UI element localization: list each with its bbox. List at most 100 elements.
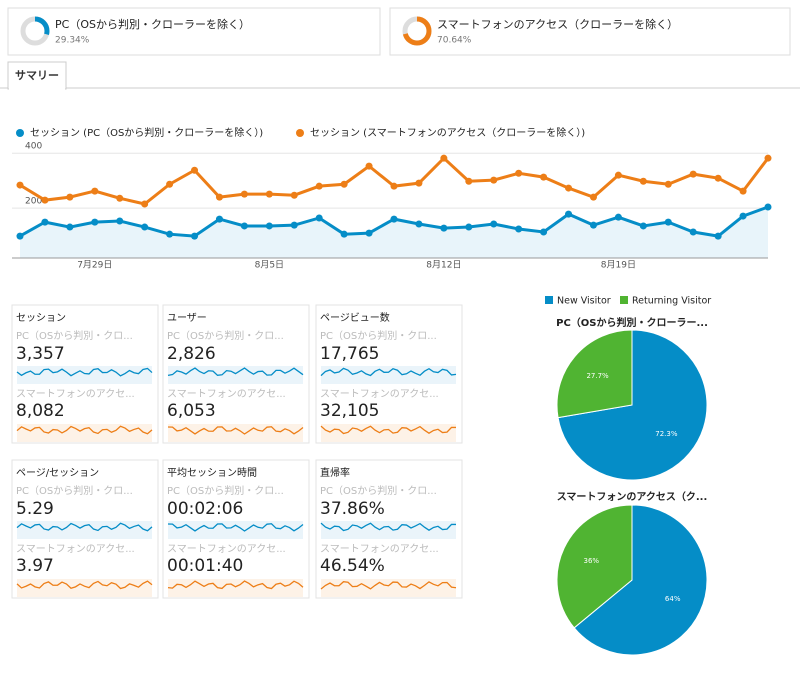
sparkline-bg <box>17 424 152 442</box>
metric-title: 平均セッション時間 <box>167 467 257 479</box>
legend-swatch <box>545 296 553 304</box>
sparkline-bg <box>168 579 303 597</box>
point <box>764 154 772 162</box>
metric-sp-label: スマートフォンのアクセ... <box>16 543 135 555</box>
point <box>215 193 223 201</box>
point <box>490 220 498 228</box>
x-tick-label: 7月29日 <box>77 260 112 271</box>
point <box>315 214 323 222</box>
point <box>41 218 49 226</box>
point <box>689 228 697 236</box>
metric-pc-value: 5.29 <box>16 499 54 519</box>
metric-sp-value: 6,053 <box>167 401 216 421</box>
metric-sp-label: スマートフォンのアクセ... <box>167 388 286 400</box>
point <box>91 187 99 195</box>
sparkline-bg <box>321 521 456 539</box>
metric-sp-value: 46.54% <box>320 556 385 576</box>
point <box>340 180 348 188</box>
legend-swatch <box>620 296 628 304</box>
x-tick-label: 8月19日 <box>601 260 636 271</box>
point <box>365 229 373 237</box>
legend-label: セッション (PC（OSから判別・クローラーを除く）) <box>30 126 263 139</box>
metric-sp-label: スマートフォンのアクセ... <box>320 388 439 400</box>
segment-card[interactable] <box>7 7 381 56</box>
point <box>589 221 597 229</box>
tab-label[interactable]: サマリー <box>15 69 59 82</box>
sparkline-bg <box>168 424 303 442</box>
point <box>91 218 99 226</box>
area <box>20 207 768 258</box>
metric-card <box>11 304 159 444</box>
y-tick-label: 200 <box>25 197 42 207</box>
metric-pc-label: PC（OSから判別・クロ... <box>167 330 284 342</box>
point <box>390 182 398 190</box>
point <box>465 223 473 231</box>
point <box>415 220 423 228</box>
point <box>689 170 697 178</box>
point <box>290 221 298 229</box>
point <box>116 194 124 202</box>
legend-label: New Visitor <box>557 296 611 307</box>
metric-card <box>162 304 310 444</box>
metric-pc-label: PC（OSから判別・クロ... <box>16 330 133 342</box>
sparkline <box>167 523 304 532</box>
sparkline <box>320 581 457 590</box>
point <box>440 224 448 232</box>
point <box>16 181 24 189</box>
legend-label: Returning Visitor <box>632 296 711 307</box>
metric-sp-value: 8,082 <box>16 401 65 421</box>
point <box>614 171 622 179</box>
metric-sp-value: 00:01:40 <box>167 556 243 576</box>
metric-sp-label: スマートフォンのアクセ... <box>167 543 286 555</box>
point <box>290 191 298 199</box>
sparkline-bg <box>17 521 152 539</box>
point <box>714 174 722 182</box>
pie-title: スマートフォンのアクセス（ク... <box>557 490 708 503</box>
pie-title: PC（OSから判別・クローラー... <box>556 316 708 329</box>
segment-card[interactable] <box>389 7 791 56</box>
y-tick-label: 400 <box>25 142 42 152</box>
point <box>141 200 149 208</box>
sparkline-bg <box>168 521 303 539</box>
point <box>116 217 124 225</box>
segment-value: 70.64% <box>437 36 472 46</box>
metric-card <box>315 459 463 599</box>
legend-dot <box>296 129 304 137</box>
point <box>340 230 348 238</box>
sparkline-bg <box>321 579 456 597</box>
point <box>515 169 523 177</box>
metric-sp-value: 32,105 <box>320 401 379 421</box>
tab-mask <box>9 86 65 90</box>
point <box>515 225 523 233</box>
metric-pc-label: PC（OSから判別・クロ... <box>16 485 133 497</box>
point <box>739 212 747 220</box>
point <box>440 154 448 162</box>
point <box>739 187 747 195</box>
sparkline-bg <box>321 366 456 384</box>
legend-label: セッション (スマートフォンのアクセス（クローラーを除く）) <box>310 126 585 139</box>
point <box>565 184 573 192</box>
metric-title: ユーザー <box>167 312 207 324</box>
metric-pc-label: PC（OSから判別・クロ... <box>320 485 437 497</box>
point <box>664 218 672 226</box>
metric-sp-value: 3.97 <box>16 556 54 576</box>
point <box>41 196 49 204</box>
pie-label: 36% <box>584 557 600 565</box>
metric-pc-value: 3,357 <box>16 344 65 364</box>
point <box>315 182 323 190</box>
sparkline-bg <box>17 366 152 384</box>
metric-sp-label: スマートフォンのアクセ... <box>320 543 439 555</box>
sparkline <box>16 425 153 435</box>
pie-slice <box>556 329 633 419</box>
point <box>565 210 573 218</box>
segment-label: PC（OSから判別・クローラーを除く） <box>55 17 250 31</box>
metric-title: 直帰率 <box>320 466 350 479</box>
point <box>265 190 273 198</box>
sparkline <box>320 367 457 377</box>
metric-pc-value: 17,765 <box>320 344 379 364</box>
series-line <box>19 156 770 206</box>
pie-label: 27.7% <box>586 372 609 380</box>
point <box>540 173 548 181</box>
point <box>490 176 498 184</box>
